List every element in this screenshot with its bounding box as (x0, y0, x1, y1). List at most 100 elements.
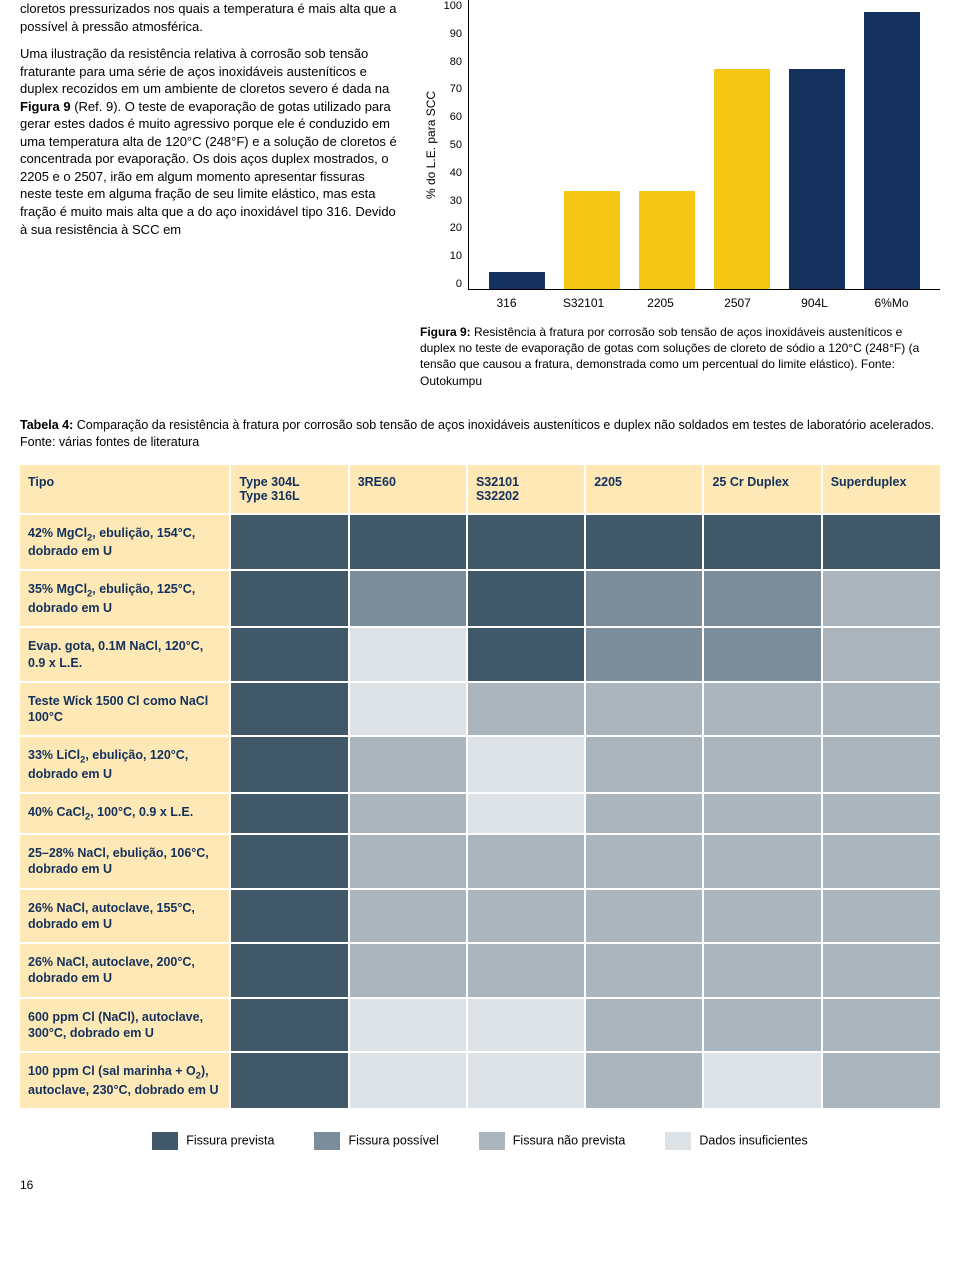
paragraph-2: Uma ilustração da resistência relativa à… (20, 45, 400, 238)
table-cell (703, 570, 821, 627)
table-cell (467, 514, 585, 571)
table-caption: Tabela 4: Comparação da resistência à fr… (20, 417, 940, 451)
table-row-label: 40% CaCl2, 100°C, 0.9 x L.E. (20, 793, 230, 834)
table-cell (349, 1052, 467, 1108)
legend-item: Dados insuficientes (665, 1132, 807, 1150)
table-cell (822, 682, 940, 737)
table-cell (585, 998, 703, 1053)
table-cell (467, 834, 585, 889)
table-cell (467, 943, 585, 998)
legend-swatch (479, 1132, 505, 1150)
table-header: 2205 (585, 465, 703, 514)
table-header: Tipo (20, 465, 230, 514)
table-row-label: Teste Wick 1500 Cl como NaCl 100°C (20, 682, 230, 737)
table-header: Type 304LType 316L (230, 465, 348, 514)
legend-label: Fissura prevista (186, 1133, 274, 1147)
chart-bar (789, 69, 845, 289)
table-row-label: 35% MgCl2, ebulição, 125°C, dobrado em U (20, 570, 230, 627)
table-cell (467, 998, 585, 1053)
table-cell (230, 1052, 348, 1108)
page-number: 16 (20, 1178, 940, 1192)
table-cell (467, 793, 585, 834)
table-cell (585, 834, 703, 889)
table-row-label: 33% LiCl2, ebulição, 120°C, dobrado em U (20, 736, 230, 793)
table-cell (230, 627, 348, 682)
table-cell (703, 514, 821, 571)
table-cell (585, 793, 703, 834)
table-cell (822, 1052, 940, 1108)
table-cell (230, 889, 348, 944)
table-cell (585, 1052, 703, 1108)
table-cell (349, 514, 467, 571)
table-header: S32101S32202 (467, 465, 585, 514)
table-cell (822, 514, 940, 571)
table-cell (349, 998, 467, 1053)
chart-ylabel: % do L.E. para SCC (420, 0, 438, 290)
table-cell (585, 682, 703, 737)
table-cell (467, 570, 585, 627)
table-row-label: 26% NaCl, autoclave, 200°C, dobrado em U (20, 943, 230, 998)
table-cell (822, 943, 940, 998)
legend-label: Fissura não prevista (513, 1133, 626, 1147)
table-cell (703, 682, 821, 737)
table-cell (822, 736, 940, 793)
table-cell (703, 736, 821, 793)
table-cell (703, 1052, 821, 1108)
table-cell (349, 736, 467, 793)
table-row-label: 25–28% NaCl, ebulição, 106°C, dobrado em… (20, 834, 230, 889)
table-cell (349, 834, 467, 889)
table-cell (703, 793, 821, 834)
scc-comparison-table: TipoType 304LType 316L3RE60S32101S322022… (20, 465, 940, 1108)
table-cell (822, 570, 940, 627)
table-header: 3RE60 (349, 465, 467, 514)
table-row-label: Evap. gota, 0.1M NaCl, 120°C, 0.9 x L.E. (20, 627, 230, 682)
table-cell (230, 834, 348, 889)
table-cell (703, 834, 821, 889)
legend-swatch (314, 1132, 340, 1150)
figure-9: % do L.E. para SCC 100908070605040302010… (420, 0, 940, 389)
figure-caption: Figura 9: Resistência à fratura por corr… (420, 324, 940, 389)
chart-bar (489, 272, 545, 289)
legend-label: Fissura possível (348, 1133, 438, 1147)
table-cell (822, 889, 940, 944)
table-row-label: 100 ppm Cl (sal marinha + O2), autoclave… (20, 1052, 230, 1108)
table-cell (467, 682, 585, 737)
table-cell (822, 793, 940, 834)
legend-item: Fissura não prevista (479, 1132, 626, 1150)
table-cell (467, 627, 585, 682)
table-cell (349, 627, 467, 682)
table-cell (467, 889, 585, 944)
table-cell (467, 736, 585, 793)
chart-bar (639, 191, 695, 289)
table-cell (349, 682, 467, 737)
table-cell (822, 834, 940, 889)
table-cell (230, 943, 348, 998)
legend-item: Fissura prevista (152, 1132, 274, 1150)
table-cell (230, 570, 348, 627)
chart-yaxis: 1009080706050403020100 (438, 0, 468, 290)
table-cell (230, 998, 348, 1053)
table-cell (230, 514, 348, 571)
table-row-label: 42% MgCl2, ebulição, 154°C, dobrado em U (20, 514, 230, 571)
chart-bar (564, 191, 620, 289)
table-cell (585, 627, 703, 682)
table-cell (703, 627, 821, 682)
table-row-label: 600 ppm Cl (NaCl), autoclave, 300°C, dob… (20, 998, 230, 1053)
table-cell (349, 943, 467, 998)
table-cell (703, 943, 821, 998)
chart-bar (714, 69, 770, 289)
paragraph-1: cloretos pressurizados nos quais a tempe… (20, 0, 400, 35)
table-cell (349, 889, 467, 944)
table-cell (585, 514, 703, 571)
table-cell (467, 1052, 585, 1108)
table-legend: Fissura prevista Fissura possível Fissura … (20, 1132, 940, 1150)
legend-label: Dados insuficientes (699, 1133, 807, 1147)
table-cell (349, 793, 467, 834)
chart-plot (468, 0, 940, 290)
table-cell (349, 570, 467, 627)
table-row-label: 26% NaCl, autoclave, 155°C, dobrado em U (20, 889, 230, 944)
table-cell (822, 627, 940, 682)
table-cell (585, 570, 703, 627)
table-cell (703, 998, 821, 1053)
table-cell (230, 793, 348, 834)
